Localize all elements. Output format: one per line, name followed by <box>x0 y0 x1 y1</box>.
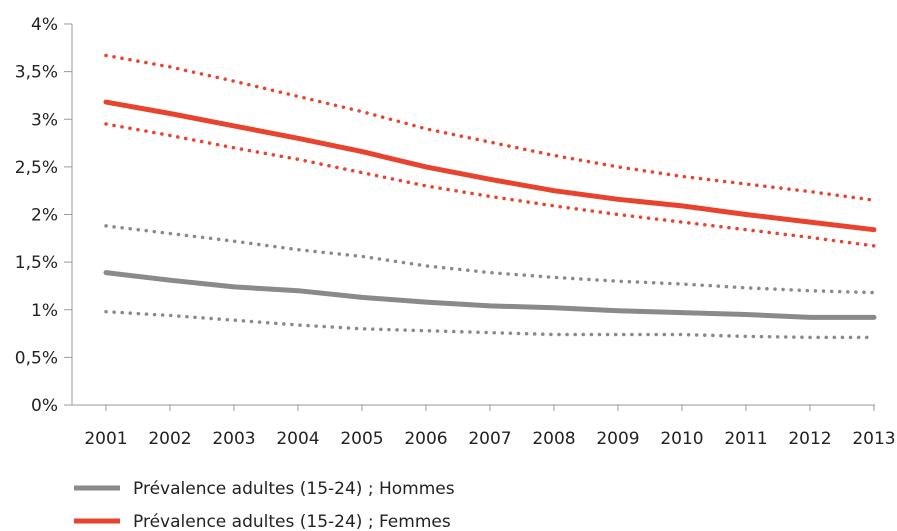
y-tick-label: 3,5% <box>15 63 58 83</box>
x-tick-label: 2007 <box>468 429 511 449</box>
y-tick-label: 2,5% <box>15 158 58 178</box>
series-line-4 <box>104 53 876 202</box>
y-tick-label: 3% <box>31 110 58 130</box>
x-tick-label: 2008 <box>532 429 575 449</box>
x-tick-label: 2006 <box>404 429 447 449</box>
y-tick-label: 1,5% <box>15 253 58 273</box>
x-tick-label: 2005 <box>340 429 383 449</box>
y-tick-label: 2% <box>31 206 58 226</box>
legend-label-3: Prévalence adultes (15-24) ; Femmes <box>133 512 451 531</box>
legend-label-0: Prévalence adultes (15-24) ; Hommes <box>133 479 455 499</box>
series-line-5 <box>104 122 876 248</box>
x-tick-label: 2004 <box>276 429 319 449</box>
series-line-3 <box>103 99 877 233</box>
series-line-0 <box>103 270 877 320</box>
x-tick-label: 2002 <box>148 429 191 449</box>
x-tick-label: 2009 <box>596 429 639 449</box>
x-tick-label: 2013 <box>852 429 895 449</box>
x-tick-label: 2011 <box>724 429 767 449</box>
x-tick-label: 2003 <box>212 429 255 449</box>
legend: Prévalence adultes (15-24) ; Hommes Préva… <box>74 479 455 531</box>
y-tick-label: 4% <box>31 15 58 35</box>
y-tick-label: 0,5% <box>15 348 58 368</box>
x-tick-label: 2001 <box>84 429 127 449</box>
x-axis-ticks: 2001 2002 2003 2004 2005 2006 2007 2008 2009 2010… <box>84 405 896 449</box>
series-line-2 <box>104 309 876 340</box>
y-axis-ticks: 0% 0,5% 1% 1,5% 2% 2,5% 3% 3,5% 4% <box>15 15 72 416</box>
series-line-1 <box>104 224 876 295</box>
series-lines <box>103 53 877 340</box>
x-tick-label: 2010 <box>660 429 703 449</box>
x-tick-label: 2012 <box>788 429 831 449</box>
y-tick-label: 1% <box>31 301 58 321</box>
y-tick-label: 0% <box>31 396 58 416</box>
